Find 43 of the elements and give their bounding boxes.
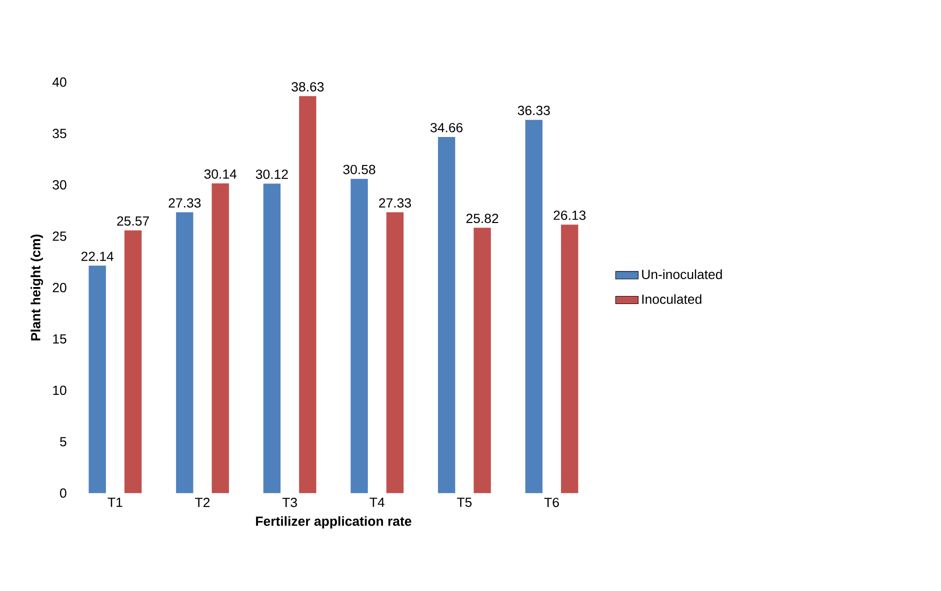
bar — [299, 96, 316, 494]
x-tick-label: T3 — [282, 498, 297, 508]
bar — [124, 230, 142, 494]
y-tick-label: 0 — [60, 488, 66, 498]
x-tick-label: T1 — [108, 498, 122, 507]
x-tick-label: T5 — [457, 498, 472, 508]
x-axis-title: Fertilizer application rate — [256, 516, 412, 529]
y-tick-label: 5 — [60, 437, 66, 446]
data-label: 30.12 — [256, 170, 288, 179]
data-label: 22.14 — [81, 252, 114, 261]
y-tick-label: 15 — [53, 334, 66, 344]
bar — [561, 224, 578, 494]
bar — [176, 212, 194, 494]
data-label: 38.63 — [292, 82, 324, 92]
data-label: 25.57 — [117, 216, 149, 226]
y-tick-label: 10 — [53, 386, 66, 396]
bar — [386, 212, 404, 494]
y-tick-label: 40 — [52, 77, 66, 87]
data-label: 34.66 — [430, 122, 463, 132]
bar — [263, 184, 281, 494]
legend-label: Inoculated — [642, 294, 702, 304]
bar — [525, 120, 542, 494]
bar — [438, 137, 456, 494]
data-label: 26.13 — [554, 210, 586, 220]
bar — [474, 228, 491, 494]
y-tick-label: 30 — [52, 180, 66, 190]
x-tick-label: T2 — [195, 498, 210, 508]
bar — [88, 266, 106, 494]
x-tick-label: T4 — [370, 498, 384, 507]
y-axis-title: Plant height (cm) — [30, 234, 44, 340]
data-label: 27.33 — [379, 198, 411, 208]
bar — [350, 178, 368, 494]
x-tick-label: T6 — [544, 498, 559, 508]
data-label: 27.33 — [168, 198, 201, 208]
y-tick-label: 20 — [52, 282, 66, 292]
y-tick-label: 25 — [52, 232, 66, 241]
legend-label: Un-inoculated — [642, 269, 722, 280]
data-label: 30.14 — [204, 169, 237, 179]
data-label: 36.33 — [518, 106, 550, 116]
y-tick-label: 35 — [52, 128, 66, 138]
data-label: 25.82 — [466, 214, 498, 224]
data-label: 30.58 — [343, 164, 376, 174]
bar — [212, 183, 229, 494]
